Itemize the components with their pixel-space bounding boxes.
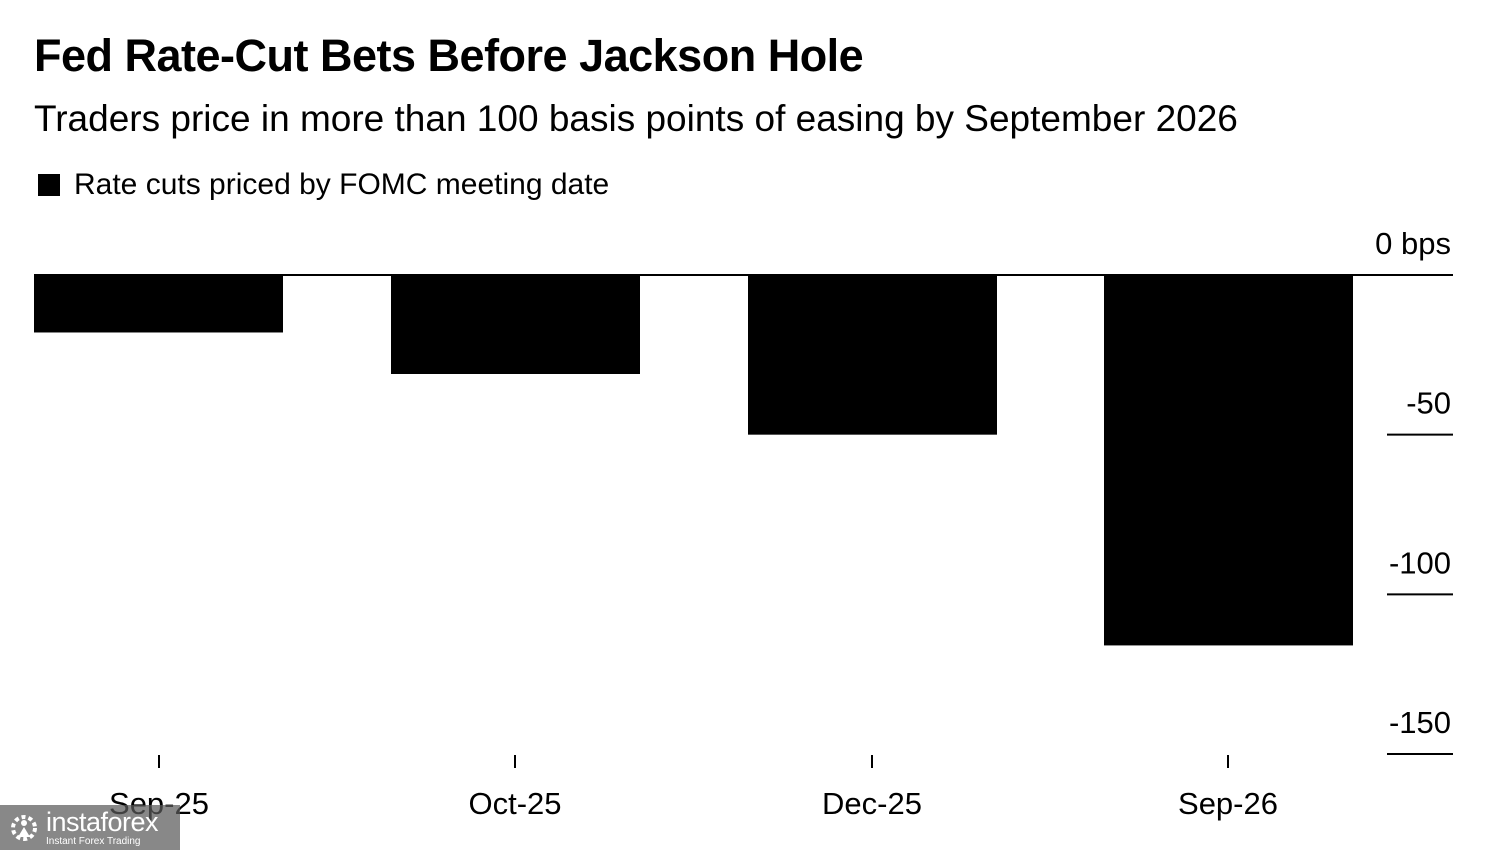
x-tick-label: Dec-25: [822, 786, 922, 821]
watermark-name: instaforex: [46, 806, 159, 837]
instaforex-logo-icon: [11, 814, 37, 841]
bar-dec-25: [748, 275, 997, 435]
watermark-tagline: Instant Forex Trading: [46, 835, 141, 847]
legend-swatch: [38, 174, 60, 196]
chart-title: Fed Rate-Cut Bets Before Jackson Hole: [34, 30, 864, 81]
chart-subtitle: Traders price in more than 100 basis poi…: [34, 98, 1238, 139]
legend-label: Rate cuts priced by FOMC meeting date: [74, 168, 610, 201]
x-tick-label: Sep-26: [1178, 786, 1278, 821]
y-tick-label: -100: [1389, 545, 1451, 580]
y-tick-label: -150: [1389, 705, 1451, 740]
watermark-badge: instaforex Instant Forex Trading: [0, 805, 180, 850]
bar-sep-26: [1104, 275, 1353, 646]
legend: Rate cuts priced by FOMC meeting date: [38, 168, 609, 202]
bar-sep-25: [34, 275, 283, 333]
y-tick-label: -50: [1406, 386, 1451, 421]
x-tick-label: Oct-25: [468, 786, 561, 821]
bar-oct-25: [391, 275, 640, 374]
y-tick-label: 0 bps: [1375, 226, 1451, 261]
